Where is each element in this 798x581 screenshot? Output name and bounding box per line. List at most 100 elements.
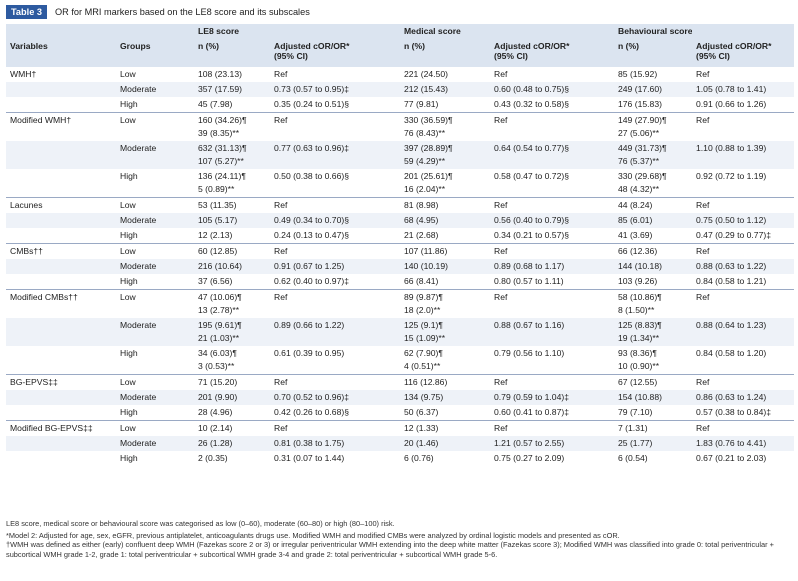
table-cell: 26 (1.28) [194,436,270,451]
table-cell: 0.64 (0.54 to 0.77)§ [490,141,614,169]
table-cell [6,451,116,466]
table-title: OR for MRI markers based on the LE8 scor… [54,7,310,17]
table-cell: Low [116,289,194,318]
header-column-cell: Adjusted cOR/OR* (95% CI) [490,39,614,67]
table-cell: Moderate [116,259,194,274]
table-row: Lacunes Low 53 (11.35) Ref 81 (8.98) Ref 44 (8… [6,197,794,213]
table-cell [6,274,116,290]
table-row: Moderate 105 (5.17) 0.49 (0.34 to 0.70)§ 68… [6,213,794,228]
table-cell: 149 (27.90)¶ 27 (5.06)** [614,112,692,141]
table-cell: 0.47 (0.29 to 0.77)‡ [696,230,772,240]
table-cell: 632 (31.13)¶ 107 (5.27)** [194,141,270,169]
table-cell: 1.05 (0.78 to 1.41) [692,82,794,97]
table-cell: 21 (2.68) [404,230,439,240]
table-cell: 105 (5.17) [194,213,270,228]
table-row: Moderate 216 (10.64) 0.91 (0.67 to 1.25) 14… [6,259,794,274]
table-cell: Moderate [116,318,194,346]
table-cell: 50 (6.37) [404,407,439,417]
table-cell: 330 (36.59)¶ 76 (8.43)** [400,112,490,141]
table-cell: Ref [490,197,614,213]
header-group-cell [490,24,614,39]
table-cell: 0.35 (0.24 to 0.51)§ [274,99,350,109]
table-cell: 0.50 (0.38 to 0.66)§ [274,171,350,181]
table-cell: 144 (10.18) [614,259,692,274]
table-cell: 85 (6.01) [614,213,692,228]
table-cell: 0.42 (0.26 to 0.68)§ [274,407,350,417]
table-cell [6,318,116,346]
table-cell: 45 (7.98) [198,99,233,109]
footnotes: LE8 score, medical score or behavioural … [6,519,792,559]
table-row: Moderate 357 (17.59) 0.73 (0.57 to 0.95)‡ 2… [6,82,794,97]
table-cell: 103 (9.26) [618,276,658,286]
table-cell: Ref [692,243,794,259]
table-cell: 125 (8.83)¶ 19 (1.34)** [614,318,692,346]
table-cell: 0.77 (0.63 to 0.96)‡ [270,141,400,169]
table-cell: 134 (9.75) [400,390,490,405]
table-cell [6,405,116,421]
table-cell: 79 (7.10) [618,407,653,417]
table-cell: 0.57 (0.38 to 0.84)‡ [696,407,772,417]
table-cell: 0.75 (0.27 to 2.09) [494,453,565,463]
table-cell: 0.80 (0.57 to 1.11) [494,276,564,286]
table-cell: 0.89 (0.68 to 1.17) [490,259,614,274]
table-cell: 53 (11.35) [194,197,270,213]
table-cell: 0.86 (0.63 to 1.24) [692,390,794,405]
table-cell: 0.31 (0.07 to 1.44) [274,453,345,463]
table-cell: 0.61 (0.39 to 0.95) [274,348,345,358]
table-cell: 176 (15.83) [618,99,662,109]
header-group-cell [270,24,400,39]
table-cell [6,97,116,113]
table-cell: Ref [270,112,400,141]
table-cell: Ref [490,243,614,259]
table-cell: 58 (10.86)¶ 8 (1.50)** [614,289,692,318]
table-body: WMH† Low 108 (23.13) Ref 221 (24.50) Ref 85 (1… [6,67,794,466]
table-cell: 28 (4.96) [198,407,233,417]
table-cell: 249 (17.60) [614,82,692,97]
table-cell: 0.89 (0.66 to 1.22) [270,318,400,346]
table-cell: 330 (29.68)¶ 48 (4.32)** [618,171,667,194]
table-row: High 34 (6.03)¶ 3 (0.53)** 0.61 (0.39 to 0.… [6,346,794,375]
table-cell: 221 (24.50) [404,69,448,79]
table-row: Moderate 632 (31.13)¶ 107 (5.27)** 0.77 (0.… [6,141,794,169]
header-group-cell: LE8 score [194,24,270,39]
table-cell: 154 (10.88) [614,390,692,405]
table-cell: 6 (0.76) [404,453,434,463]
table-cell: 0.79 (0.56 to 1.10) [494,348,565,358]
table-row: Modified WMH† Low 160 (34.26)¶ 39 (8.35)** R… [6,112,794,141]
table-cell: 0.79 (0.59 to 1.04)‡ [490,390,614,405]
table-cell: 0.56 (0.40 to 0.79)§ [490,213,614,228]
table-cell: 0.88 (0.63 to 1.22) [692,259,794,274]
header-column-cell: Adjusted cOR/OR* (95% CI) [270,39,400,67]
table-cell: 0.84 (0.58 to 1.21) [696,276,767,286]
table-cell: 0.92 (0.72 to 1.19) [696,171,767,181]
table-cell: 212 (15.43) [400,82,490,97]
table-cell: Ref [696,69,710,79]
table-cell: Low [120,69,136,79]
header-column-cell: Adjusted cOR/OR* (95% CI) [692,39,794,67]
table-cell: 125 (9.1)¶ 15 (1.09)** [400,318,490,346]
table-row: High 2 (0.35) 0.31 (0.07 to 1.44) 6 (0.76) 0… [6,451,794,466]
table-cell: 397 (28.89)¶ 59 (4.29)** [400,141,490,169]
table-cell: 0.73 (0.57 to 0.95)‡ [270,82,400,97]
table-row: High 37 (6.56) 0.62 (0.40 to 0.97)‡ 66 (8.4… [6,274,794,290]
table-cell: 136 (24.11)¶ 5 (0.89)** [198,171,246,194]
table-cell: High [120,348,138,358]
table-cell: Low [116,420,194,436]
header-group-cell [116,24,194,39]
table-cell [6,259,116,274]
table-cell: Modified CMBs†† [6,289,116,318]
table-cell: 160 (34.26)¶ 39 (8.35)** [194,112,270,141]
table-cell: 201 (9.90) [194,390,270,405]
table-cell: High [120,407,138,417]
table-row: Moderate 201 (9.90) 0.70 (0.52 to 0.96)‡ 13… [6,390,794,405]
table-cell: 357 (17.59) [194,82,270,97]
header-column-cell: Variables [6,39,116,67]
table-cell: 71 (15.20) [194,374,270,390]
table-cell: 67 (12.55) [614,374,692,390]
table-cell: 0.62 (0.40 to 0.97)‡ [274,276,350,286]
table-row: High 28 (4.96) 0.42 (0.26 to 0.68)§ 50 (6.3… [6,405,794,421]
table-cell: 0.43 (0.32 to 0.58)§ [494,99,570,109]
table-cell: 20 (1.46) [400,436,490,451]
table-cell: Moderate [116,213,194,228]
